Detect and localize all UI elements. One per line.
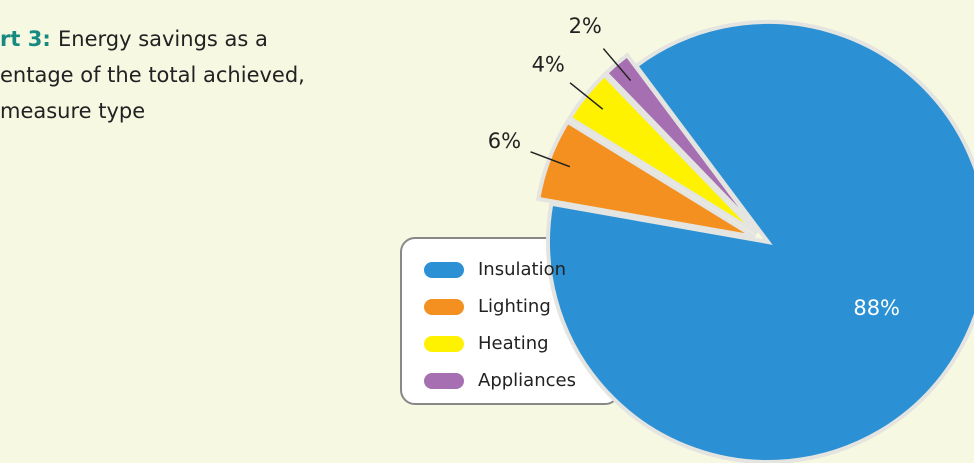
slice-label: 4% <box>532 52 565 76</box>
legend-label: Appliances <box>478 370 576 391</box>
leader-line <box>602 48 632 82</box>
slice-label: 88% <box>853 296 900 320</box>
legend-label: Insulation <box>478 259 566 280</box>
leader-line <box>569 82 604 110</box>
legend-swatch <box>424 299 464 315</box>
leader-line <box>530 151 571 168</box>
title-line: measure type <box>0 99 145 123</box>
title-lead: rt 3: <box>0 27 51 51</box>
pie-slice <box>546 20 974 463</box>
legend-label: Lighting <box>478 296 551 317</box>
legend-swatch <box>424 336 464 352</box>
slice-label: 6% <box>488 129 521 153</box>
legend-label: Heating <box>478 333 549 354</box>
title-line: entage of the total achieved, <box>0 63 305 87</box>
legend-swatch <box>424 262 464 278</box>
legend-swatch <box>424 373 464 389</box>
slice-label: 2% <box>569 14 602 38</box>
title-line: Energy savings as a <box>58 27 268 51</box>
